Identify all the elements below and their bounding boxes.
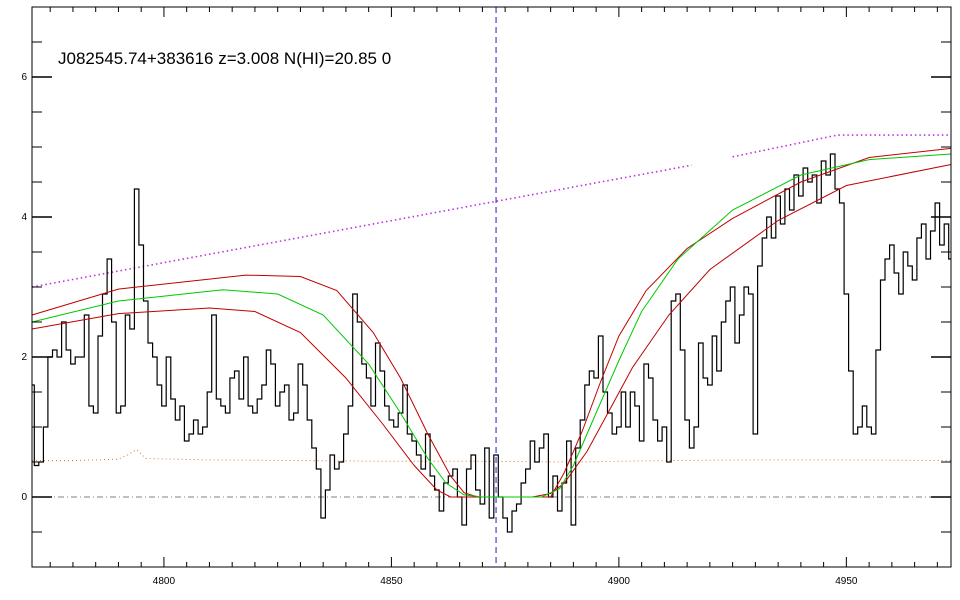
x-tick-label: 4800 — [153, 576, 176, 587]
model-lower-series — [31, 164, 952, 498]
axes-layer: 4800 4850 4900 4950 0 2 4 6 — [21, 6, 952, 587]
x-tick-label: 4950 — [835, 576, 858, 587]
x-tick-label: 4850 — [380, 576, 403, 587]
y-tick-label: 6 — [21, 72, 27, 83]
y-tick-label: 4 — [21, 212, 27, 223]
y-tick-label: 0 — [21, 492, 27, 503]
continuum-series — [31, 134, 951, 288]
flux-series — [32, 153, 951, 533]
plot-frame — [31, 6, 952, 568]
y-tick-label: 2 — [21, 352, 27, 363]
model-series — [31, 153, 952, 498]
x-tick-label: 4900 — [608, 576, 631, 587]
model-upper-series — [31, 147, 952, 498]
error-series — [32, 448, 952, 463]
series-layer — [31, 7, 952, 567]
chart-title: J082545.74+383616 z=3.008 N(HI)=20.85 0 — [58, 49, 391, 68]
